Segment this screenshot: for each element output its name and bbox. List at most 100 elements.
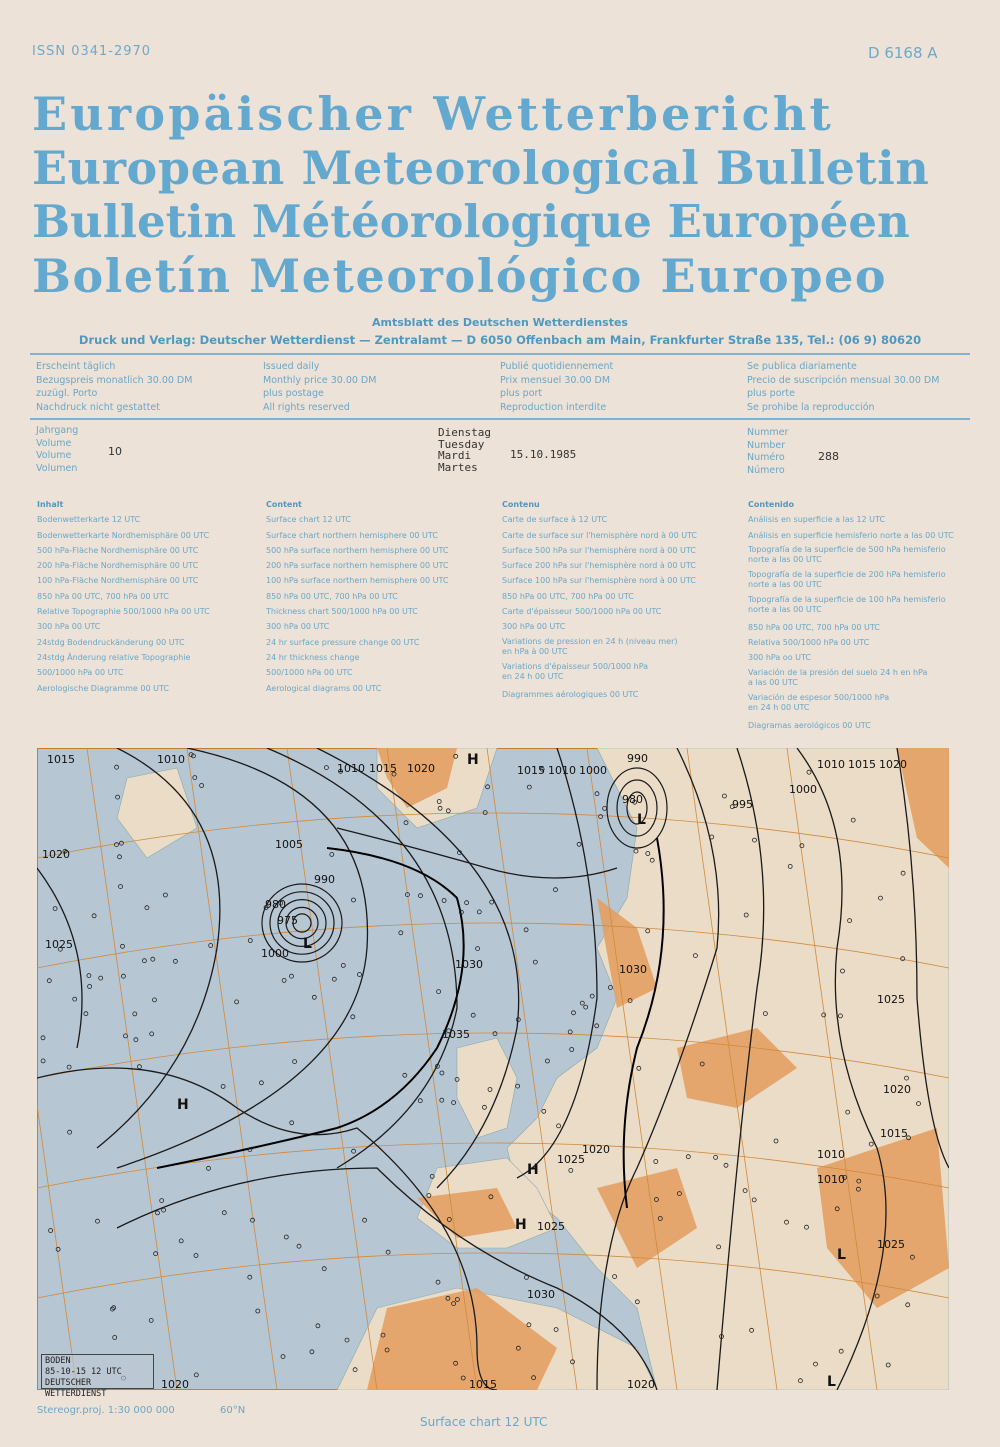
contents-item: 850 hPa 00 UTC, 700 hPa 00 UTC [266, 591, 398, 601]
isobar-label: 1020 [883, 1083, 911, 1096]
contents-item: Diagrammes aérologiques 00 UTC [502, 689, 639, 699]
station-marker [900, 956, 906, 962]
contents-item: Bodenwetterkarte Nordhemisphäre 00 UTC [37, 530, 210, 540]
contents-item: Variations d'épaisseur 500/1000 hPa en 2… [502, 661, 649, 681]
isobar [285, 906, 319, 940]
contents-item: 24 hr thickness change [266, 652, 360, 662]
contents-item: Variación de la presión del suelo 24 h e… [748, 667, 928, 687]
info-text: Se prohibe la reproducción [747, 401, 875, 413]
volume-labels: Jahrgang Volume Volume Volumen [36, 425, 78, 475]
station-marker [885, 1362, 891, 1368]
station-marker [40, 1058, 46, 1064]
info-spanish: Se publica diariamente Precio de suscripc… [747, 360, 939, 414]
isobar-label: 1000 [261, 947, 289, 960]
contents-column: Content Surface chart 12 UTC Surface chart… [266, 497, 448, 696]
station-marker [460, 1375, 466, 1381]
graticule-line [686, 748, 778, 1390]
station-marker [515, 1017, 521, 1023]
station-marker [162, 892, 168, 898]
station-marker [62, 848, 68, 854]
contents-item: Carte de surface sur l'hemisphère nord à… [502, 530, 698, 540]
station-marker [874, 1293, 880, 1299]
isobar-label: 1015 [369, 762, 397, 775]
contents-item: Diagramas aerológicos 00 UTC [748, 720, 871, 730]
station-marker [569, 1047, 575, 1052]
station-marker [234, 999, 240, 1005]
station-marker [856, 1186, 861, 1192]
station-marker [384, 1347, 390, 1353]
station-marker [594, 1023, 600, 1029]
station-marker [904, 1075, 909, 1081]
contents-item: 500 hPa-Fläche Nordhemisphäre 00 UTC [37, 545, 199, 555]
station-marker [161, 1207, 166, 1213]
station-marker [91, 913, 97, 919]
graticule-line [37, 812, 949, 859]
station-marker [66, 1064, 72, 1070]
station-marker [541, 1108, 547, 1114]
station-marker [137, 1064, 142, 1070]
pressure-centre-label: L [827, 1374, 836, 1390]
issue-number: 288 [818, 450, 839, 463]
station-marker [435, 1279, 441, 1285]
station-marker [87, 984, 92, 989]
station-marker [916, 1101, 921, 1107]
station-marker [247, 938, 253, 943]
station-marker [121, 973, 126, 979]
isobar [116, 1167, 658, 1390]
station-marker [798, 1378, 803, 1384]
isobar-label: 1010 [817, 1173, 845, 1186]
station-marker [553, 1327, 559, 1332]
graticule-line [37, 1101, 78, 1390]
station-marker [283, 1234, 289, 1240]
info-text: Precio de suscripción mensual 30.00 DM [747, 374, 940, 386]
station-marker [743, 912, 749, 918]
station-marker [451, 1100, 457, 1106]
station-marker [485, 784, 491, 790]
station-marker [292, 1059, 298, 1065]
contents-item: Bodenwetterkarte 12 UTC [37, 515, 141, 525]
station-marker [847, 918, 852, 924]
contents-item: 24 hr surface pressure change 00 UTC [266, 637, 420, 647]
station-marker [838, 1013, 843, 1019]
station-marker [142, 958, 147, 964]
station-marker [309, 1349, 315, 1355]
contents-item: Surface 200 hPa sur l'hemisphère nord à … [502, 561, 696, 571]
issue-date: 15.10.1985 [510, 448, 577, 461]
station-marker [677, 1191, 682, 1197]
info-text: Bezugspreis monatlich 30.00 DM [36, 374, 193, 386]
station-marker [716, 1244, 721, 1250]
contents-item: 200 hPa surface northern hemisphere 00 U… [266, 561, 449, 571]
mountain-area [677, 1028, 797, 1108]
station-marker [132, 1011, 138, 1017]
isobar [336, 827, 618, 879]
contents-item: Aerologische Diagramme 00 UTC [37, 683, 169, 693]
station-marker [446, 1028, 452, 1034]
station-marker [868, 1141, 874, 1147]
station-marker [576, 841, 582, 847]
station-marker [722, 793, 727, 799]
isobar [116, 748, 369, 1169]
station-marker [193, 1372, 199, 1378]
isobar-label: 1020 [161, 1378, 189, 1390]
station-marker [402, 1072, 408, 1078]
station-marker [476, 909, 482, 915]
contents-heading: Contenu [502, 500, 540, 509]
station-marker [627, 998, 633, 1004]
info-text: zuzügl. Porto [36, 388, 98, 399]
station-marker [133, 1037, 139, 1043]
station-marker [385, 1249, 391, 1255]
stamp-line: BODEN [45, 1356, 71, 1366]
station-marker [112, 1335, 118, 1340]
isobar [626, 791, 648, 825]
station-marker [653, 1159, 659, 1164]
isobar-label: 1025 [537, 1220, 565, 1233]
info-french: Publié quotidiennement Prix mensuel 30.00… [500, 360, 613, 414]
station-marker [120, 943, 125, 949]
isobar-label: 1030 [527, 1288, 555, 1301]
station-marker [357, 972, 362, 977]
station-marker [515, 1345, 521, 1351]
land-area [116, 767, 198, 859]
isobar-label: 1010 [548, 764, 576, 777]
station-marker [515, 1083, 521, 1089]
info-text: plus port [500, 388, 543, 399]
